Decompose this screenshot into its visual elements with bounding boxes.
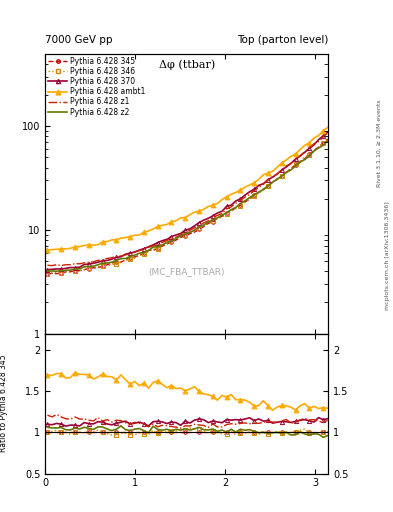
Text: (MC_FBA_TTBAR): (MC_FBA_TTBAR) (149, 268, 225, 276)
Text: Δφ (ttbar): Δφ (ttbar) (158, 59, 215, 70)
Text: Top (parton level): Top (parton level) (237, 35, 328, 45)
Text: Rivet 3.1.10, ≥ 2.3M events: Rivet 3.1.10, ≥ 2.3M events (377, 99, 382, 187)
Y-axis label: Ratio to Pythia 6.428 345: Ratio to Pythia 6.428 345 (0, 355, 8, 453)
Text: mcplots.cern.ch [arXiv:1306.3436]: mcplots.cern.ch [arXiv:1306.3436] (385, 202, 389, 310)
Legend: Pythia 6.428 345, Pythia 6.428 346, Pythia 6.428 370, Pythia 6.428 ambt1, Pythia: Pythia 6.428 345, Pythia 6.428 346, Pyth… (48, 56, 147, 117)
Text: 7000 GeV pp: 7000 GeV pp (45, 35, 113, 45)
